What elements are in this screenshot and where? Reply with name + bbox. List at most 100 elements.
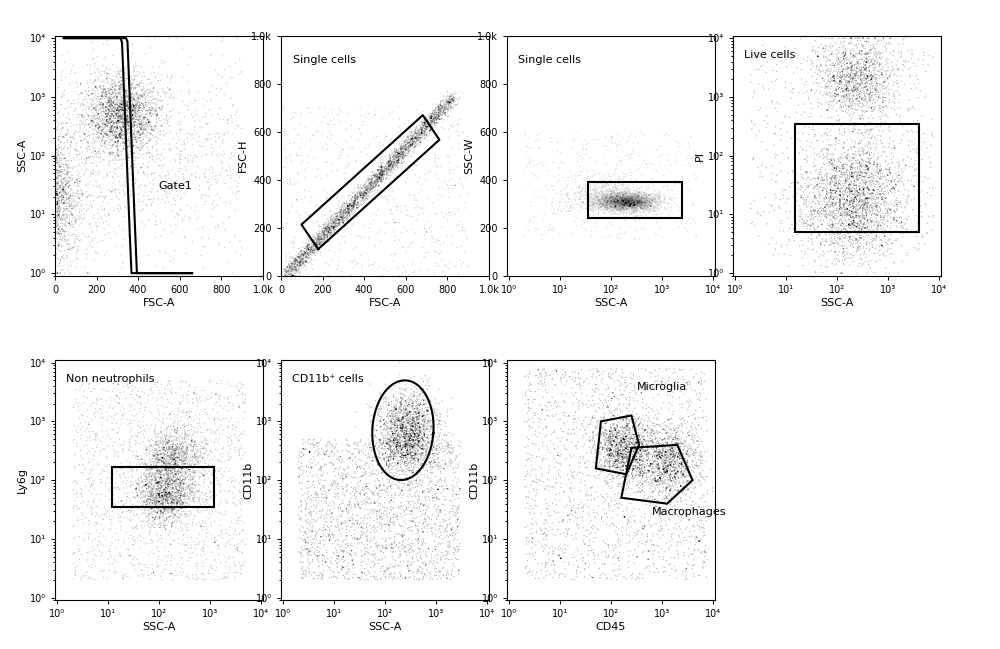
Point [607,458,623,468]
Point [168,476,184,486]
Point [435,447,451,457]
Point [340,447,356,457]
Point [381,158,397,169]
Point [124,389,140,400]
Point [441,95,457,105]
Point [617,435,633,445]
Point [309,232,325,243]
Point [690,454,706,465]
Point [900,191,916,201]
Point [168,459,184,470]
Point [108,152,124,162]
Point [851,181,867,191]
Point [603,145,619,155]
Point [882,133,898,143]
Point [75,100,91,110]
Point [372,541,388,552]
Point [619,505,635,515]
Point [116,500,132,511]
Point [610,428,626,439]
Point [383,432,399,443]
Point [417,513,433,524]
Point [120,96,136,106]
Point [370,165,386,175]
Point [393,485,409,496]
Point [656,493,672,504]
Point [629,456,645,467]
Point [806,143,822,153]
Point [399,429,415,439]
Point [297,242,313,252]
Point [183,424,199,435]
Point [674,528,690,538]
Point [841,184,857,194]
Point [60,125,76,136]
Point [106,95,122,105]
Point [86,450,102,461]
Point [820,210,836,221]
Point [173,494,189,504]
Point [51,241,67,251]
Point [403,130,419,141]
Point [183,435,199,446]
Point [669,468,685,478]
Point [147,514,163,524]
Point [612,198,628,208]
Point [291,510,307,520]
Point [390,149,406,159]
Point [605,466,621,476]
Point [676,442,692,452]
Point [825,101,841,111]
Point [601,188,617,199]
Point [94,548,110,558]
Point [414,110,430,121]
Point [119,165,135,175]
Point [835,64,851,75]
Point [48,165,64,175]
Point [619,463,635,473]
Point [119,381,135,391]
Point [629,196,645,206]
Point [341,217,357,227]
Point [206,482,222,493]
Point [410,400,426,410]
Point [682,441,698,451]
Point [163,504,179,515]
Point [833,82,849,92]
Point [865,185,881,195]
Point [827,156,843,166]
Point [866,234,882,244]
Point [848,69,864,80]
Point [582,510,598,520]
Point [819,186,835,197]
Point [612,197,628,207]
Point [201,513,217,524]
Point [126,114,142,125]
Point [621,193,637,204]
Point [616,201,632,212]
Point [108,567,124,577]
Point [632,434,648,445]
Point [383,513,399,524]
Point [431,494,447,504]
Point [85,121,101,131]
Point [860,214,876,225]
Point [443,88,459,99]
Point [120,129,136,139]
Point [607,201,623,212]
Point [81,190,97,201]
Point [122,104,138,115]
Point [617,195,633,205]
Point [71,90,87,100]
Point [640,200,656,210]
Point [127,485,143,495]
Point [628,192,644,202]
Point [50,173,66,183]
Point [324,227,340,238]
Point [866,47,882,58]
Point [823,64,839,74]
Point [212,450,228,460]
Point [591,200,607,210]
Point [687,460,703,471]
Point [635,472,651,482]
